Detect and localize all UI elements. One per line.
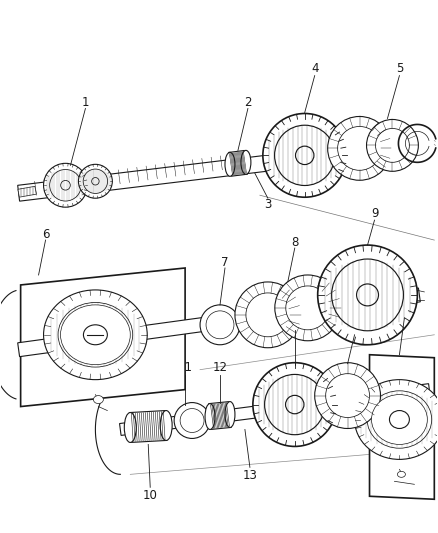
Text: 13: 13 [243, 469, 258, 482]
Text: 14: 14 [287, 317, 302, 330]
Ellipse shape [355, 379, 438, 459]
Ellipse shape [328, 117, 392, 180]
Text: 10: 10 [143, 489, 158, 502]
Ellipse shape [84, 325, 107, 345]
Text: 3: 3 [264, 198, 272, 211]
Ellipse shape [367, 119, 418, 171]
Text: 5: 5 [396, 62, 403, 75]
Ellipse shape [375, 128, 410, 163]
Ellipse shape [225, 401, 235, 427]
Ellipse shape [235, 282, 301, 348]
Text: 11: 11 [177, 361, 193, 374]
Ellipse shape [206, 311, 234, 339]
Polygon shape [18, 141, 390, 201]
Ellipse shape [286, 395, 304, 414]
Ellipse shape [92, 177, 99, 185]
Ellipse shape [397, 471, 406, 478]
Text: 7: 7 [221, 255, 229, 269]
Ellipse shape [61, 181, 71, 190]
Text: 16: 16 [397, 305, 412, 318]
Ellipse shape [332, 259, 403, 331]
Text: 2: 2 [244, 96, 252, 109]
Text: 4: 4 [311, 62, 318, 75]
Ellipse shape [160, 410, 172, 440]
Ellipse shape [60, 305, 130, 365]
Ellipse shape [338, 126, 381, 171]
Ellipse shape [367, 391, 432, 448]
Ellipse shape [314, 362, 381, 429]
Ellipse shape [83, 169, 108, 193]
Ellipse shape [275, 125, 335, 185]
Ellipse shape [296, 146, 314, 165]
Ellipse shape [58, 303, 133, 367]
Ellipse shape [326, 374, 370, 417]
Text: 12: 12 [212, 361, 227, 374]
Ellipse shape [43, 163, 88, 207]
Polygon shape [21, 268, 185, 407]
Ellipse shape [389, 410, 410, 429]
Text: 9: 9 [371, 207, 378, 220]
Ellipse shape [49, 169, 81, 201]
Ellipse shape [174, 402, 210, 439]
Ellipse shape [200, 305, 240, 345]
Ellipse shape [225, 152, 235, 176]
Ellipse shape [83, 325, 107, 345]
Polygon shape [209, 402, 231, 430]
Polygon shape [370, 355, 434, 499]
Ellipse shape [318, 245, 417, 345]
Ellipse shape [253, 362, 337, 447]
Ellipse shape [93, 395, 103, 403]
Text: 8: 8 [291, 236, 298, 248]
Ellipse shape [180, 409, 204, 432]
Polygon shape [18, 187, 36, 197]
Text: 6: 6 [42, 228, 49, 240]
Ellipse shape [78, 164, 112, 198]
Ellipse shape [357, 284, 378, 306]
Ellipse shape [241, 150, 251, 174]
Polygon shape [120, 384, 430, 435]
Polygon shape [130, 410, 167, 442]
Text: 15: 15 [347, 321, 362, 334]
Ellipse shape [389, 411, 409, 429]
Ellipse shape [246, 293, 290, 337]
Ellipse shape [275, 275, 341, 341]
Ellipse shape [205, 403, 215, 430]
Ellipse shape [286, 286, 330, 330]
Ellipse shape [43, 290, 147, 379]
Ellipse shape [124, 413, 136, 442]
Ellipse shape [265, 374, 325, 435]
Ellipse shape [263, 114, 346, 197]
Polygon shape [18, 288, 420, 357]
Ellipse shape [371, 394, 427, 445]
Polygon shape [229, 150, 247, 176]
Text: 1: 1 [81, 96, 89, 109]
